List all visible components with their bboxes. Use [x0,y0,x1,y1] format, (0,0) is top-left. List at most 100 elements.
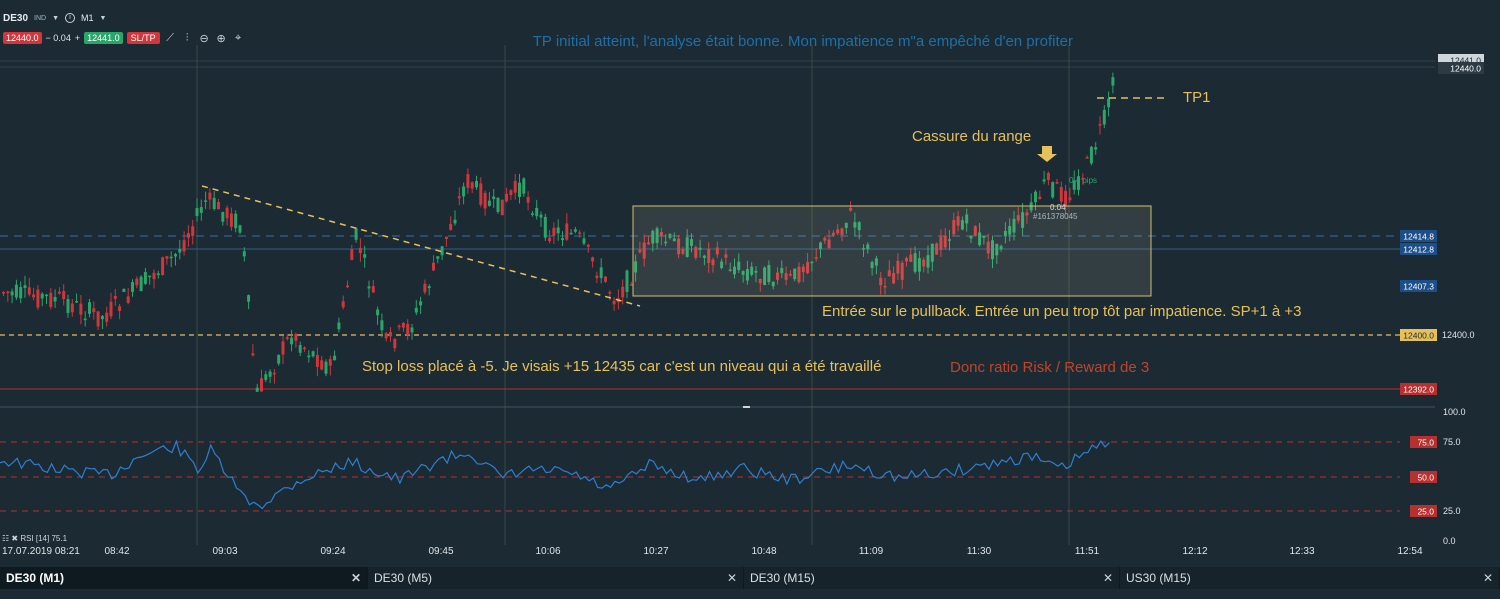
zoom-out-icon[interactable]: ⊖ [199,32,209,45]
sell-price-button[interactable]: 12440.0 [3,32,42,44]
candle-body [763,267,767,286]
candle-body [595,275,599,279]
candle-body [892,273,896,284]
info-circle-icon[interactable]: i [65,13,76,23]
candle-body [879,277,883,286]
candle-body [487,200,491,206]
candle-body [801,266,805,273]
price-tag-top2-bg [1438,62,1484,74]
candle-body [599,267,603,279]
candle-body [840,228,844,235]
candle-body [298,345,302,353]
candle-body [819,242,822,250]
zoom-in-icon[interactable]: ⊕ [216,32,226,45]
crosshair-icon[interactable]: ⌖ [235,31,242,44]
candle-body [122,289,126,292]
candle-body [556,227,560,234]
candle-body [1003,230,1007,237]
candle-body [10,291,14,296]
price-chart[interactable]: TP initial atteint, l'analyse était bonn… [0,0,1500,566]
candle-body [178,248,182,253]
price-tag-blue2: 12412.8 [1403,245,1434,255]
tab-de30-m1[interactable]: DE30 (M1) ✕ [0,567,368,589]
candle-body [427,286,431,289]
price-tag-yellow: 12400.0 [1403,331,1434,341]
order-value: 0.04 [1050,203,1066,212]
candle-body [1077,176,1080,190]
candle-body [401,322,405,328]
candle-body [849,208,853,211]
line-chart-icon[interactable]: ⟋ [166,31,174,44]
sl-tp-button[interactable]: SL/TP [126,32,160,44]
close-icon[interactable]: ✕ [1102,571,1113,585]
candle-settings-icon[interactable]: ⫶ [185,31,189,44]
candle-body [40,293,44,299]
candle-body [229,213,233,227]
candle-body [827,239,831,249]
candle-body [174,254,177,257]
annotation-entry: Entrée sur le pullback. Entrée un peu tr… [822,303,1301,320]
candle-body [311,351,315,357]
candle-body [1021,212,1025,228]
candle-body [397,325,401,328]
time-label: 11:30 [967,546,992,557]
annotation-stop: Stop loss placé à -5. Je visais +15 1243… [362,358,881,375]
tab-de30-m5[interactable]: DE30 (M5) ✕ [368,567,744,589]
timeframe-selector[interactable]: M1 [81,13,94,23]
close-icon[interactable]: ✕ [1482,571,1493,585]
candle-body [19,287,23,299]
candle-body [664,241,668,244]
candle-body [767,265,771,282]
chevron-down-icon[interactable]: ▼ [52,14,60,22]
candle-body [999,245,1003,250]
candle-body [638,249,642,253]
tab-us30-m15[interactable]: US30 (M15) ✕ [1120,567,1500,589]
candle-body [943,235,947,248]
candle-body [1111,77,1115,86]
close-icon[interactable]: ✕ [350,571,361,585]
chart-tabs: DE30 (M1) ✕ DE30 (M5) ✕ DE30 (M15) ✕ US3… [0,567,1500,589]
buy-price-button[interactable]: 12441.0 [84,32,123,44]
candle-body [496,197,500,212]
candle-body [823,237,827,241]
candle-body [234,213,238,229]
candle-body [711,259,715,266]
candle-body [690,239,693,246]
candle-body [935,243,939,255]
candle-body [681,249,685,254]
candle-body [27,287,31,295]
candle-body [956,216,960,226]
candle-body [887,270,891,277]
candle-body [672,238,676,242]
close-icon[interactable]: ✕ [726,571,737,585]
symbol-name[interactable]: DE30 [3,12,29,24]
candle-body [883,285,887,288]
order-id: #161378045 [1033,212,1078,221]
candle-body [363,254,367,258]
candle-body [862,248,865,250]
candle-body [1098,124,1102,126]
rsi-panel: 100.0 75.0 25.0 0.0 ☷ ✖ RSI [14] 75.1 [0,407,1466,546]
candle-body [303,347,306,350]
tab-de30-m15[interactable]: DE30 (M15) ✕ [744,567,1120,589]
candle-body [909,254,913,262]
candle-body [1008,226,1012,235]
candle-body [92,308,96,313]
candle-body [268,371,272,377]
candle-body [453,219,457,224]
candle-body [466,174,470,188]
candle-body [113,295,117,299]
candle-body [260,378,263,392]
candle-body [784,273,788,280]
candle-body [444,236,448,239]
time-label: 10:06 [535,546,560,557]
timeframe-chevron-down-icon[interactable]: ▼ [99,14,107,22]
candle-body [414,307,418,313]
candle-body [165,256,169,259]
candle-body [333,355,337,361]
rsi-axis-label-1: 75.0 [1443,437,1461,447]
candle-body [156,273,160,276]
candle-body [986,241,990,254]
candle-body [406,323,410,336]
candle-body [53,296,57,302]
